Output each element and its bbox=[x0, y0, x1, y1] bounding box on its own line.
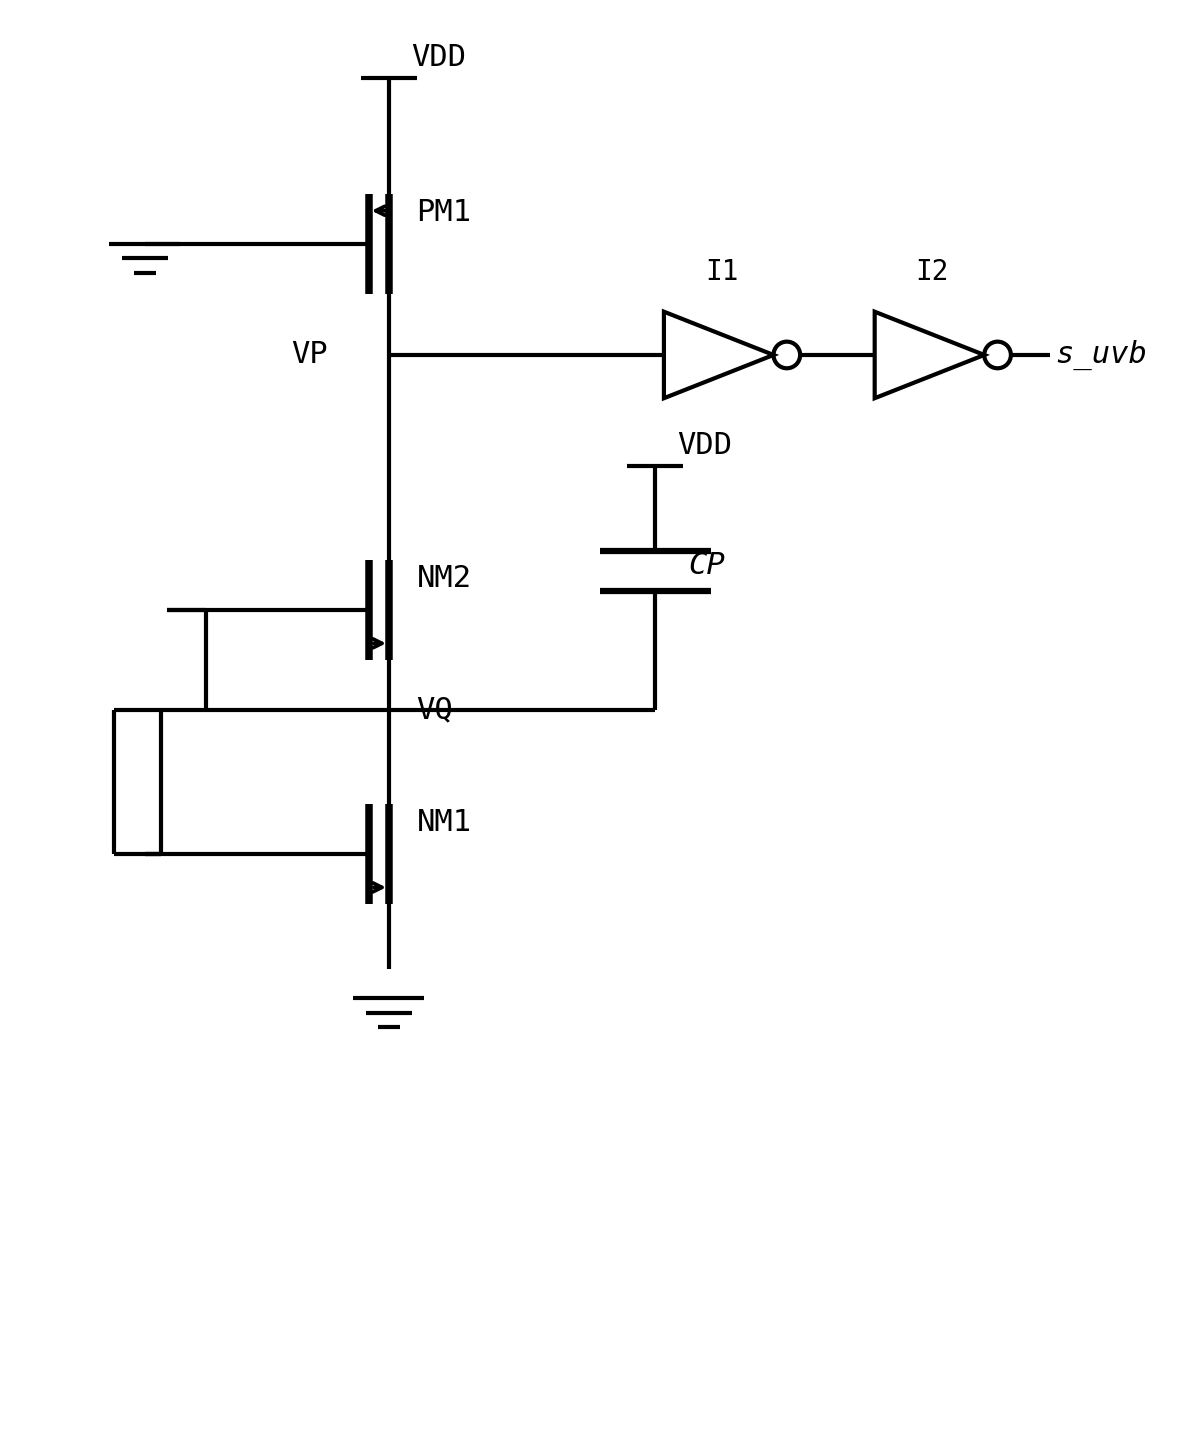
Text: NM1: NM1 bbox=[417, 809, 472, 838]
Text: VDD: VDD bbox=[411, 43, 466, 72]
Text: VQ: VQ bbox=[417, 695, 453, 724]
Text: VDD: VDD bbox=[677, 431, 732, 460]
Text: I2: I2 bbox=[916, 258, 949, 286]
Text: VP: VP bbox=[291, 340, 328, 369]
Text: CP: CP bbox=[689, 551, 725, 580]
Text: I1: I1 bbox=[705, 258, 738, 286]
Text: NM2: NM2 bbox=[417, 564, 472, 594]
Text: PM1: PM1 bbox=[417, 199, 472, 228]
Text: s_uvb: s_uvb bbox=[1056, 340, 1148, 371]
